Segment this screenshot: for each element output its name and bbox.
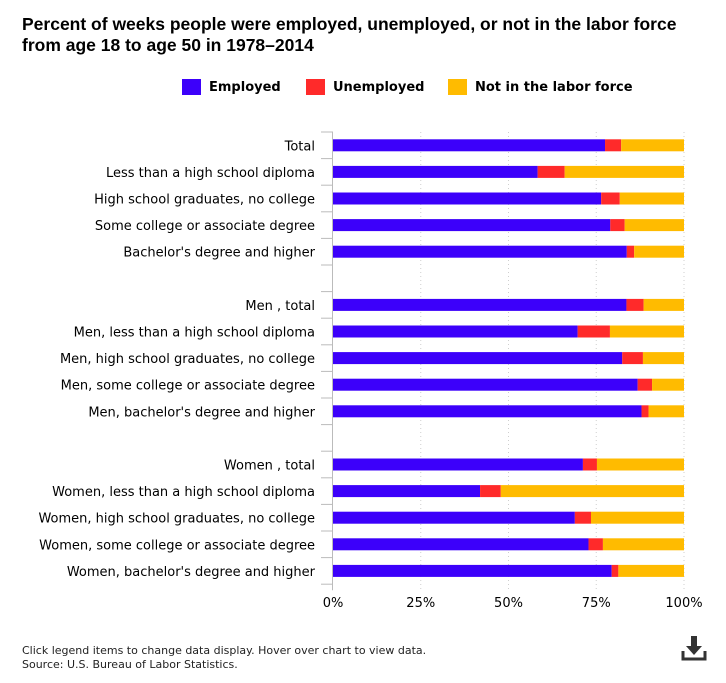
- bar-not-in-the-labor-force[interactable]: [621, 139, 684, 152]
- legend-label-not-in-labor-force: Not in the labor force: [475, 79, 633, 95]
- footer-source: Source: U.S. Bureau of Labor Statistics.: [22, 658, 238, 671]
- bar-not-in-the-labor-force[interactable]: [602, 538, 684, 551]
- legend-swatch-not-in-labor-force: [448, 79, 467, 95]
- bar-unemployed[interactable]: [610, 219, 625, 232]
- bar-employed[interactable]: [333, 219, 611, 232]
- x-tick-label: 25%: [406, 596, 435, 611]
- category-label: Less than a high school diploma: [106, 166, 315, 181]
- bar-employed[interactable]: [333, 538, 589, 551]
- bar-unemployed[interactable]: [588, 538, 603, 551]
- bar-employed[interactable]: [333, 458, 583, 471]
- bar-employed[interactable]: [333, 352, 623, 365]
- category-label: Men, bachelor's degree and higher: [88, 405, 315, 420]
- category-label: Total: [284, 139, 315, 154]
- legend-swatch-unemployed: [306, 79, 325, 95]
- category-label: Some college or associate degree: [95, 219, 315, 234]
- bar-not-in-the-labor-force[interactable]: [652, 378, 684, 391]
- bar-employed[interactable]: [333, 564, 612, 577]
- bar-unemployed[interactable]: [626, 245, 635, 258]
- category-label: Men, some college or associate degree: [61, 379, 315, 394]
- legend-item-not-in-labor-force[interactable]: Not in the labor force: [448, 79, 633, 95]
- bar-employed[interactable]: [333, 139, 606, 152]
- bar-employed[interactable]: [333, 245, 627, 258]
- legend-item-unemployed[interactable]: Unemployed: [306, 79, 424, 95]
- x-tick-label: 75%: [582, 596, 611, 611]
- category-label: Men, less than a high school diploma: [74, 326, 315, 341]
- bar-employed[interactable]: [333, 485, 481, 498]
- category-label: Women, less than a high school diploma: [52, 485, 315, 500]
- bar-not-in-the-labor-force[interactable]: [618, 564, 684, 577]
- category-label: Men, high school graduates, no college: [60, 352, 315, 367]
- bar-unemployed[interactable]: [641, 405, 649, 418]
- bar-employed[interactable]: [333, 192, 602, 205]
- bar-not-in-the-labor-force[interactable]: [619, 192, 684, 205]
- category-label: Women, bachelor's degree and higher: [67, 565, 316, 580]
- bar-employed[interactable]: [333, 511, 575, 524]
- bar-unemployed[interactable]: [537, 165, 565, 178]
- bar-not-in-the-labor-force[interactable]: [624, 219, 684, 232]
- bar-unemployed[interactable]: [626, 298, 644, 311]
- legend-label-employed: Employed: [209, 79, 281, 95]
- bar-not-in-the-labor-force[interactable]: [609, 325, 684, 338]
- bar-employed[interactable]: [333, 405, 642, 418]
- bar-not-in-the-labor-force[interactable]: [648, 405, 684, 418]
- chart-title: Percent of weeks people were employed, u…: [22, 14, 677, 55]
- bar-not-in-the-labor-force[interactable]: [590, 511, 684, 524]
- x-tick-label: 50%: [494, 596, 523, 611]
- bar-not-in-the-labor-force[interactable]: [564, 165, 684, 178]
- x-tick-label: 0%: [323, 596, 344, 611]
- bar-not-in-the-labor-force[interactable]: [500, 485, 684, 498]
- category-label: Women, some college or associate degree: [39, 538, 315, 553]
- bar-unemployed[interactable]: [637, 378, 653, 391]
- legend-swatch-employed: [182, 79, 201, 95]
- legend-item-employed[interactable]: Employed: [182, 79, 281, 95]
- bar-unemployed[interactable]: [611, 564, 619, 577]
- bar-unemployed[interactable]: [577, 325, 610, 338]
- bar-unemployed[interactable]: [582, 458, 597, 471]
- bar-unemployed[interactable]: [480, 485, 501, 498]
- download-icon[interactable]: [681, 635, 707, 661]
- bar-unemployed[interactable]: [574, 511, 591, 524]
- category-label: Men , total: [245, 299, 315, 314]
- footer-note: Click legend items to change data displa…: [22, 644, 427, 657]
- bar-unemployed[interactable]: [605, 139, 622, 152]
- bar-not-in-the-labor-force[interactable]: [643, 298, 684, 311]
- category-label: High school graduates, no college: [94, 193, 315, 208]
- bar-employed[interactable]: [333, 298, 627, 311]
- bar-employed[interactable]: [333, 325, 578, 338]
- category-label: Women , total: [224, 459, 315, 474]
- stacked-bar-chart[interactable]: 0% 25% 50% 75% 100% Total Less than a high sch…: [0, 0, 726, 620]
- bar-not-in-the-labor-force[interactable]: [596, 458, 684, 471]
- bar-unemployed[interactable]: [622, 352, 643, 365]
- bar-not-in-the-labor-force[interactable]: [634, 245, 684, 258]
- bar-unemployed[interactable]: [601, 192, 620, 205]
- bar-not-in-the-labor-force[interactable]: [642, 352, 684, 365]
- legend-label-unemployed: Unemployed: [333, 79, 425, 95]
- bar-employed[interactable]: [333, 378, 638, 391]
- category-label: Bachelor's degree and higher: [123, 246, 315, 261]
- bar-employed[interactable]: [333, 165, 538, 178]
- legend: Employed Unemployed Not in the labor for…: [0, 79, 726, 97]
- category-label: Women, high school graduates, no college: [38, 512, 315, 527]
- x-tick-label: 100%: [665, 596, 702, 611]
